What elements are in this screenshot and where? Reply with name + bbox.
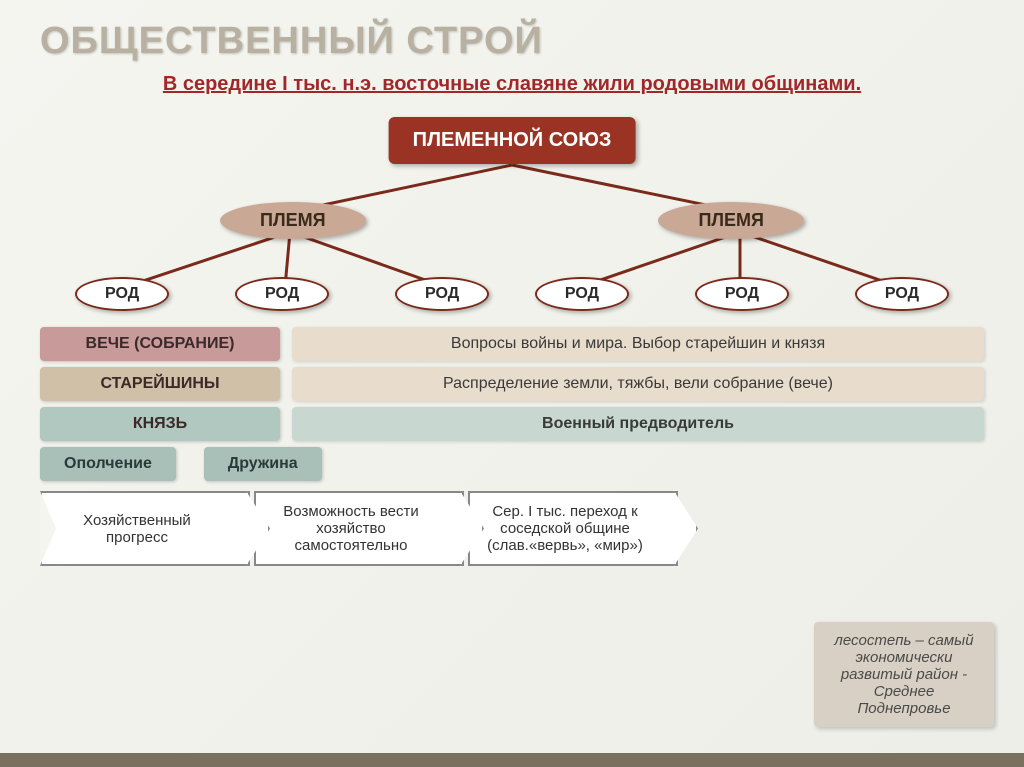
sub-row: Ополчение Дружина <box>40 447 984 481</box>
row-desc: Вопросы войны и мира. Выбор старейшин и … <box>292 327 984 361</box>
node-rod: РОД <box>855 277 949 311</box>
node-rod: РОД <box>695 277 789 311</box>
page-title: ОБЩЕСТВЕННЫЙ СТРОЙ <box>40 20 984 63</box>
node-rod: РОД <box>75 277 169 311</box>
row-desc: Военный предводитель <box>292 407 984 441</box>
side-note: лесостепь – самый экономически развитый … <box>814 622 994 727</box>
node-union: ПЛЕМЕННОЙ СОЮЗ <box>389 117 636 164</box>
arrow-step-2: Возможность вести хозяйство самостоятель… <box>254 491 464 566</box>
row-label-veche: ВЕЧЕ (СОБРАНИЕ) <box>40 327 280 361</box>
node-tribe-left: ПЛЕМЯ <box>220 202 366 239</box>
sub-militia: Ополчение <box>40 447 176 481</box>
row-label-elders: СТАРЕЙШИНЫ <box>40 367 280 401</box>
arrow-step-1: Хозяйственный прогресс <box>40 491 250 566</box>
node-tribe-right: ПЛЕМЯ <box>658 202 804 239</box>
bottom-bar <box>0 753 1024 767</box>
hierarchy-diagram: ПЛЕМЕННОЙ СОЮЗ ПЛЕМЯ ПЛЕМЯ РОД РОД РОД Р… <box>40 117 984 317</box>
sub-druzhina: Дружина <box>204 447 322 481</box>
arrow-step-3: Сер. I тыс. переход к соседской общине (… <box>468 491 678 566</box>
row-label-prince: КНЯЗЬ <box>40 407 280 441</box>
arrow-row: Хозяйственный прогресс Возможность вести… <box>40 491 984 566</box>
info-row: ВЕЧЕ (СОБРАНИЕ) Вопросы войны и мира. Вы… <box>40 327 984 361</box>
row-desc: Распределение земли, тяжбы, вели собрани… <box>292 367 984 401</box>
subtitle: В середине I тыс. н.э. восточные славяне… <box>100 71 924 97</box>
info-row: КНЯЗЬ Военный предводитель <box>40 407 984 441</box>
node-rod: РОД <box>235 277 329 311</box>
info-rows: ВЕЧЕ (СОБРАНИЕ) Вопросы войны и мира. Вы… <box>40 327 984 481</box>
node-rod: РОД <box>395 277 489 311</box>
info-row: СТАРЕЙШИНЫ Распределение земли, тяжбы, в… <box>40 367 984 401</box>
node-rod: РОД <box>535 277 629 311</box>
